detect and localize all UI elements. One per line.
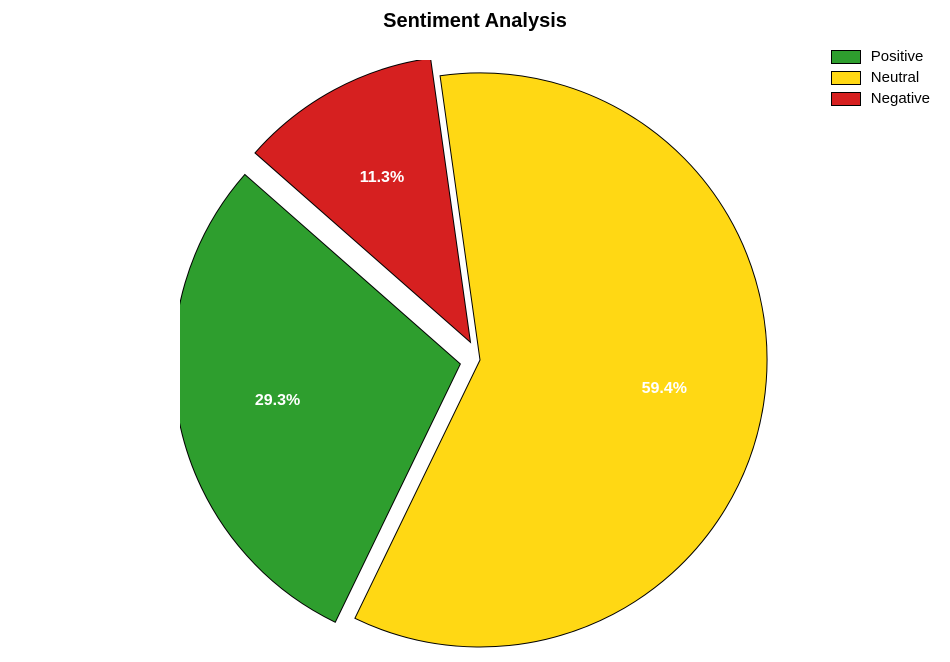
legend-label-positive: Positive xyxy=(871,48,924,65)
legend: Positive Neutral Negative xyxy=(831,48,930,107)
pie-chart xyxy=(180,60,780,660)
chart-container: Sentiment Analysis 59.4% 29.3% 11.3% Posit… xyxy=(0,0,950,662)
chart-title: Sentiment Analysis xyxy=(383,10,567,33)
legend-label-negative: Negative xyxy=(871,90,930,107)
legend-label-neutral: Neutral xyxy=(871,69,919,86)
legend-swatch-negative xyxy=(831,92,861,106)
legend-item-positive: Positive xyxy=(831,48,930,65)
legend-item-neutral: Neutral xyxy=(831,69,930,86)
slice-label-negative: 11.3% xyxy=(360,169,404,187)
legend-swatch-positive xyxy=(831,50,861,64)
legend-item-negative: Negative xyxy=(831,90,930,107)
legend-swatch-neutral xyxy=(831,71,861,85)
slice-label-neutral: 59.4% xyxy=(642,380,687,398)
slice-label-positive: 29.3% xyxy=(255,392,300,410)
